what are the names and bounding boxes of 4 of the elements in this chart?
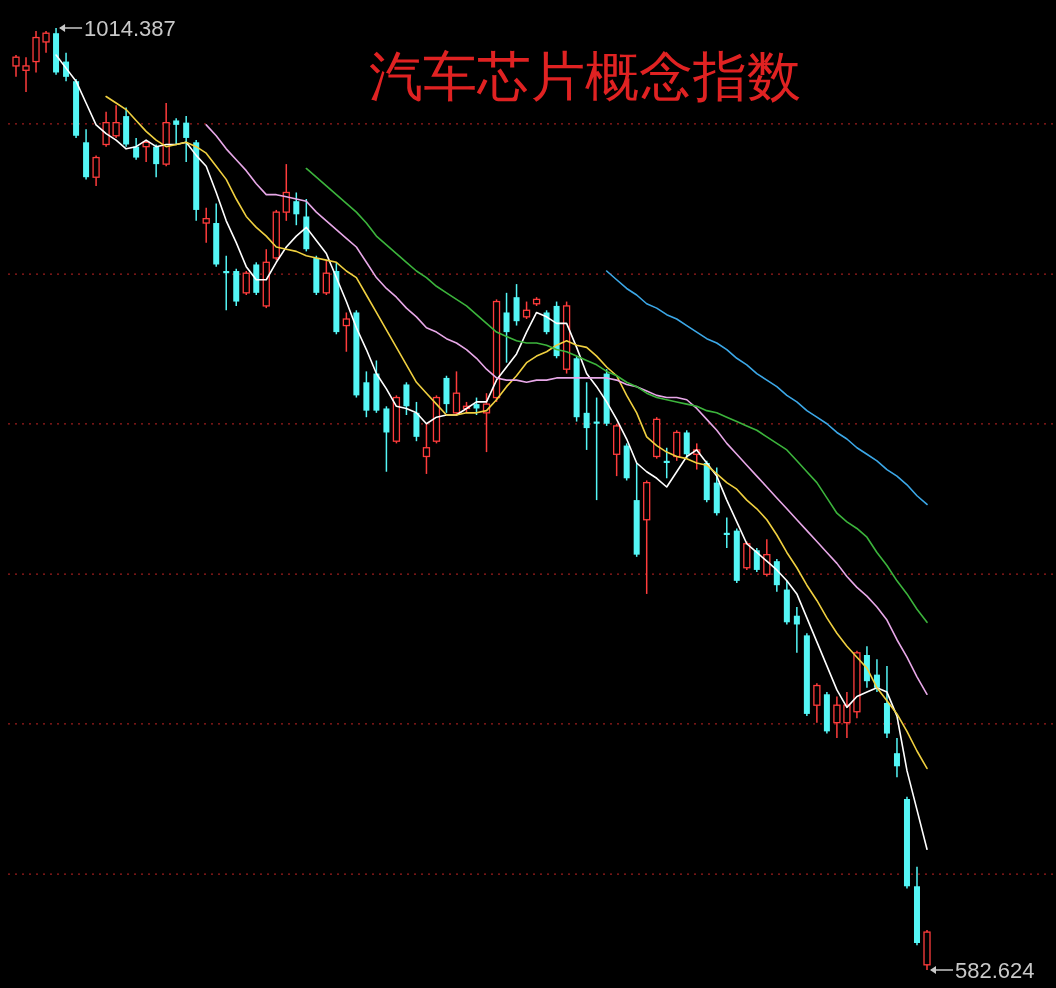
title: 汽车芯片概念指数 (369, 47, 801, 107)
annotation: 1014.387 (84, 16, 176, 41)
annotation: 582.624 (930, 958, 1035, 983)
annotation: 1014.387 (59, 16, 176, 41)
